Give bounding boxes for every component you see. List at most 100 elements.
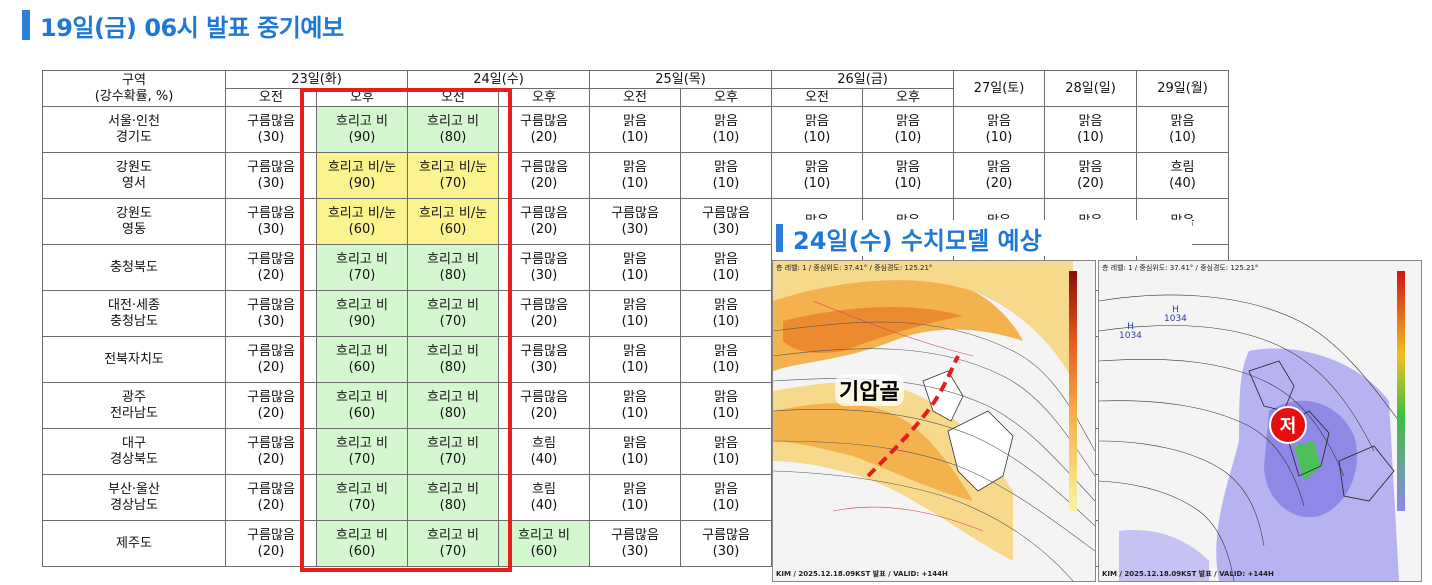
region-name-line: 경상북도 xyxy=(110,451,158,467)
forecast-cell: 구름많음 (20) xyxy=(225,336,317,383)
region-name-line: 서울·인천 xyxy=(108,113,160,129)
forecast-cell: 맑음 (10) xyxy=(589,290,681,337)
region-name-line: 영서 xyxy=(122,175,146,191)
region-name-line: 경기도 xyxy=(116,129,152,145)
high-pressure-mark: H 1034 xyxy=(1119,323,1142,341)
weather-text: 흐리고 비 xyxy=(427,251,479,267)
forecast-cell: 흐리고 비 (90) xyxy=(316,290,408,337)
region-name-line: 영동 xyxy=(122,221,146,237)
precip-probability: (80) xyxy=(439,359,467,375)
weather-text: 맑음 xyxy=(623,389,647,405)
upper-map-footer: KIM / 2025.12.18.09KST 발표 / VALID: +144H xyxy=(776,570,948,578)
weather-text: 흐리고 비 xyxy=(336,389,388,405)
weather-text: 흐림 xyxy=(532,481,556,497)
weather-text: 맑음 xyxy=(987,159,1011,175)
precip-probability: (10) xyxy=(1077,129,1104,145)
forecast-cell: 맑음 (10) xyxy=(589,428,681,475)
weather-text: 맑음 xyxy=(623,481,647,497)
weather-text: 흐리고 비 xyxy=(427,113,479,129)
forecast-cell: 맑음 (10) xyxy=(680,244,772,291)
precip-probability: (20) xyxy=(257,359,285,375)
weather-text: 맑음 xyxy=(1170,113,1195,129)
forecast-cell: 맑음 (10) xyxy=(680,152,772,199)
precip-probability: (20) xyxy=(257,405,285,421)
weather-text: 구름많음 xyxy=(520,113,568,129)
day-header: 25일(목) xyxy=(589,70,772,89)
precip-probability: (80) xyxy=(439,267,467,283)
precip-probability: (10) xyxy=(712,359,740,375)
precip-probability: (30) xyxy=(257,129,285,145)
precip-probability: (10) xyxy=(621,129,649,145)
forecast-cell: 흐리고 비 (80) xyxy=(407,382,499,429)
precip-probability: (10) xyxy=(621,405,649,421)
forecast-cell: 구름많음 (30) xyxy=(225,152,317,199)
weather-text: 맑음 xyxy=(714,389,738,405)
weather-text: 흐리고 비 xyxy=(336,113,388,129)
weather-text: 맑음 xyxy=(623,251,647,267)
weather-text: 맑음 xyxy=(1078,113,1103,129)
weather-text: 맑음 xyxy=(623,113,647,129)
precip-probability: (10) xyxy=(1169,129,1196,145)
precip-probability: (10) xyxy=(894,175,922,191)
region-cell: 서울·인천 경기도 xyxy=(42,106,226,153)
forecast-cell: 구름많음 (20) xyxy=(225,474,317,521)
model-title-text: 24일(수) 수치모델 예상 xyxy=(793,226,1042,255)
high-pressure-letter: H xyxy=(1127,322,1134,332)
pm-header: 오후 xyxy=(680,88,772,107)
precip-probability: (30) xyxy=(257,221,285,237)
am-header: 오전 xyxy=(771,88,863,107)
weather-text: 맑음 xyxy=(714,113,738,129)
forecast-cell: 흐리고 비 (70) xyxy=(316,244,408,291)
forecast-cell: 맑음 (10) xyxy=(680,336,772,383)
forecast-cell: 구름많음 (30) xyxy=(589,198,681,245)
precip-probability: (20) xyxy=(985,175,1013,191)
forecast-cell: 맑음 (10) xyxy=(680,106,772,153)
region-name-line: 광주 xyxy=(122,389,146,405)
forecast-cell: 구름많음 (20) xyxy=(498,152,590,199)
model-map-surface: 층 레벨: 1 / 중심위도: 37.41° / 중심경도: 125.21° K… xyxy=(1098,260,1422,582)
region-name-line: 경상남도 xyxy=(110,497,158,513)
forecast-cell: 구름많음 (20) xyxy=(225,520,317,567)
weather-text: 맑음 xyxy=(805,113,829,129)
forecast-cell: 흐리고 비 (70) xyxy=(407,520,499,567)
region-name-line: 대구 xyxy=(122,435,146,451)
forecast-cell: 맑음 (10) xyxy=(680,474,772,521)
weather-text: 맑음 xyxy=(1078,159,1103,175)
forecast-cell: 맑음 (10) xyxy=(589,106,681,153)
region-name-line: 부산·울산 xyxy=(108,481,160,497)
forecast-cell: 흐리고 비 (70) xyxy=(316,474,408,521)
surface-map-graphic xyxy=(1099,261,1421,581)
forecast-cell: 흐리고 비 (60) xyxy=(316,336,408,383)
forecast-cell: 구름많음 (20) xyxy=(225,428,317,475)
precip-probability: (10) xyxy=(894,129,922,145)
precip-probability: (10) xyxy=(803,175,831,191)
high-pressure-value: 1034 xyxy=(1164,314,1187,324)
forecast-cell: 맑음 (10) xyxy=(771,152,863,199)
forecast-cell: 구름많음 (20) xyxy=(498,382,590,429)
forecast-cell: 흐리고 비 (80) xyxy=(407,106,499,153)
precip-probability: (30) xyxy=(257,313,285,329)
table-row: 대구 경상북도 구름많음 (20) 흐리고 비 (70) 흐리고 비 (70) 흐림 (40) 맑음… xyxy=(42,428,1229,475)
forecast-cell: 구름많음 (30) xyxy=(225,290,317,337)
precip-probability: (70) xyxy=(439,543,467,559)
precip-probability: (30) xyxy=(621,543,649,559)
table-row: 강원도 영서 구름많음 (30) 흐리고 비/눈 (90) 흐리고 비/눈 (70) 구름많음(… xyxy=(42,152,1229,199)
upper-map-header: 층 레벨: 1 / 중심위도: 37.41° / 중심경도: 125.21° xyxy=(776,264,933,272)
region-cell: 부산·울산 경상남도 xyxy=(42,474,226,521)
forecast-cell: 맑음 (20) xyxy=(1044,152,1137,199)
precip-probability: (30) xyxy=(621,221,649,237)
forecast-cell: 구름많음 (30) xyxy=(680,520,772,567)
page-title-text: 19일(금) 06시 발표 중기예보 xyxy=(40,13,344,42)
forecast-table-body: 서울·인천 경기도 구름많음 (30) 흐리고 비 (90) 흐리고 비 (80) 구름많음 (2… xyxy=(42,106,1229,567)
weather-text: 맑음 xyxy=(714,251,738,267)
weather-text: 흐리고 비/눈 xyxy=(327,159,397,175)
forecast-table: 구역 (강수확률, %) 23일(화) 24일(수) 25일(목) 26일(금)… xyxy=(42,70,1229,567)
forecast-cell: 흐리고 비 (80) xyxy=(407,336,499,383)
forecast-cell: 흐리고 비/눈 (70) xyxy=(407,152,499,199)
weather-text: 맑음 xyxy=(623,343,647,359)
precip-probability: (90) xyxy=(348,129,376,145)
weather-text: 흐리고 비 xyxy=(427,343,479,359)
forecast-cell: 흐림 (40) xyxy=(498,474,590,521)
region-cell: 충청북도 xyxy=(42,244,226,291)
day-header: 27일(토) xyxy=(953,70,1045,107)
